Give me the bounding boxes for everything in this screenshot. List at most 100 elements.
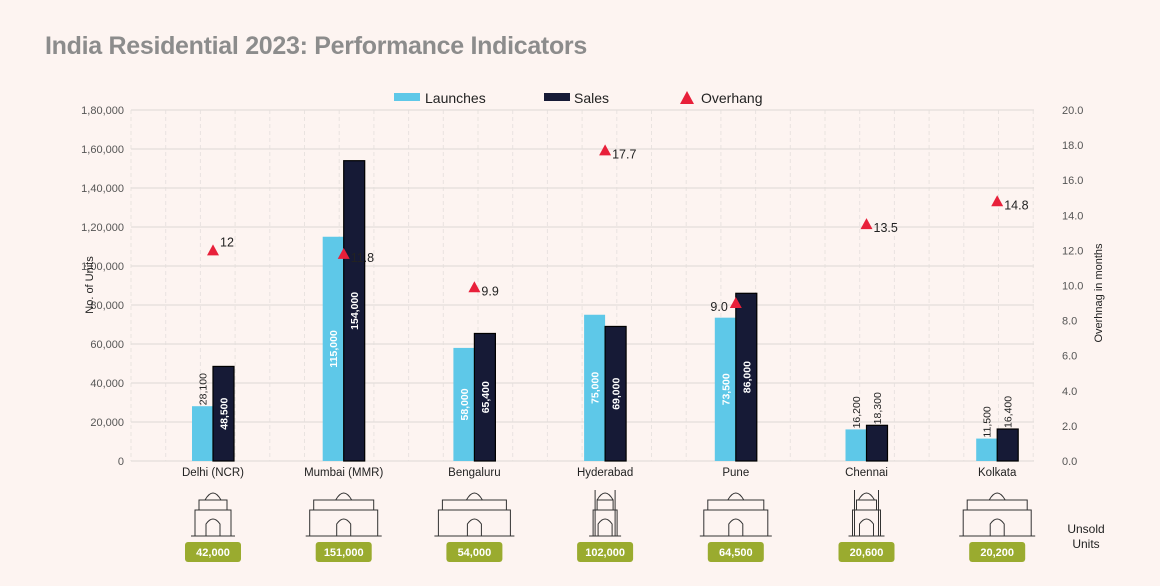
gateway-of-india-icon — [305, 492, 382, 537]
y-tick-label: 1,00,000 — [81, 261, 124, 273]
unsold-badge — [577, 542, 634, 562]
vidhana-soudha-icon — [434, 492, 515, 537]
unsold-label: Unsold — [1067, 522, 1104, 536]
chart-title: India Residential 2023: Performance Indi… — [45, 32, 587, 60]
bar-launches — [845, 429, 867, 461]
bar-launches — [976, 438, 998, 461]
icon-arch — [728, 518, 744, 536]
y2-tick-label: 0.0 — [1062, 456, 1077, 468]
icon-body — [309, 509, 379, 537]
category-label: Pune — [722, 467, 749, 479]
category-label: Chennai — [845, 467, 888, 479]
bar-label-launches: 73,500 — [720, 373, 732, 405]
bar-launches — [584, 314, 606, 461]
bar-label-sales: 154,000 — [349, 292, 361, 330]
overhang-label: 14.8 — [1004, 198, 1028, 212]
y2-tick-label: 10.0 — [1062, 281, 1083, 293]
y-tick-label: 1,60,000 — [81, 144, 124, 156]
category-label: Bengaluru — [448, 467, 500, 479]
bar-sales — [996, 428, 1019, 462]
icon-upper — [313, 499, 375, 511]
y-tick-label: 0 — [118, 456, 124, 468]
y2-tick-label: 18.0 — [1062, 140, 1083, 152]
y-tick-label: 1,20,000 — [81, 222, 124, 234]
icon-arch — [989, 518, 1005, 536]
y-tick-label: 80,000 — [90, 300, 124, 312]
bar-label-launches: 16,200 — [851, 396, 863, 428]
unsold-value: 54,000 — [458, 547, 492, 559]
icon-dome — [858, 492, 875, 501]
icon-upper — [707, 499, 765, 511]
icon-upper — [596, 499, 614, 511]
unsold-value: 20,200 — [980, 547, 1014, 559]
bar-launches — [192, 406, 213, 461]
bar-sales — [735, 292, 758, 462]
icon-dome — [465, 492, 483, 501]
overhang-label: 9.9 — [481, 284, 498, 298]
icon-arch — [336, 518, 352, 536]
icon-arch — [859, 518, 874, 536]
icon-body — [592, 509, 618, 537]
legend-marker-overhang — [680, 91, 694, 104]
bar-label-launches: 11,500 — [982, 406, 994, 437]
category-label: Hyderabad — [577, 467, 633, 479]
overhang-marker — [729, 297, 742, 309]
y2-tick-label: 12.0 — [1062, 245, 1083, 257]
overhang-marker — [207, 244, 219, 256]
icon-dome — [204, 492, 222, 501]
bar-label-sales: 86,000 — [741, 361, 753, 393]
icon-body — [962, 509, 1032, 537]
legend-label-sales: Sales — [574, 90, 609, 106]
unsold-value: 42,000 — [196, 547, 230, 559]
bar-label-sales: 18,300 — [872, 392, 884, 424]
bar-label-sales: 69,000 — [611, 378, 623, 410]
overhang-label: 11.8 — [351, 251, 374, 265]
bar-sales — [212, 365, 235, 462]
chennai-central-icon — [848, 490, 885, 537]
unsold-value: 151,000 — [324, 547, 364, 559]
y-tick-label: 20,000 — [90, 417, 124, 429]
icon-body — [703, 509, 769, 537]
icon-dome — [988, 492, 1006, 501]
unsold-value: 102,000 — [585, 547, 625, 559]
india-gate-icon — [191, 492, 235, 537]
icon-body — [194, 509, 232, 537]
overhang-marker — [991, 195, 1004, 207]
icon-body — [852, 509, 881, 537]
unsold-badge — [446, 542, 503, 562]
unsold-badge — [185, 542, 241, 562]
unsold-badge — [315, 542, 372, 562]
icon-arch — [466, 518, 482, 536]
overhang-label: 9.0 — [710, 300, 727, 314]
bar-label-sales: 48,500 — [219, 397, 231, 429]
bar-label-launches: 58,000 — [459, 388, 471, 420]
bar-sales — [865, 424, 889, 462]
category-label: Delhi (NCR) — [182, 467, 244, 479]
bar-label-sales: 65,400 — [480, 381, 492, 413]
shaniwar-wada-icon — [699, 492, 772, 537]
y-tick-label: 40,000 — [90, 378, 124, 390]
icon-dome — [335, 492, 353, 501]
charminar-icon — [589, 490, 622, 537]
unsold-value: 20,600 — [850, 547, 884, 559]
y2-tick-label: 2.0 — [1062, 421, 1077, 433]
y2-axis-label: Overhnag in months — [1093, 243, 1105, 343]
y2-tick-label: 8.0 — [1062, 316, 1077, 328]
icon-upper — [198, 499, 228, 511]
category-label: Mumbai (MMR) — [304, 467, 383, 479]
unsold-label: Units — [1072, 537, 1099, 551]
bar-launches — [714, 317, 736, 461]
unsold-badge — [969, 542, 1026, 562]
category-label: Kolkata — [978, 467, 1017, 479]
y2-tick-label: 4.0 — [1062, 386, 1077, 398]
bar-label-launches: 75,000 — [590, 372, 602, 404]
overhang-label: 12 — [220, 235, 234, 249]
unsold-value: 64,500 — [719, 547, 753, 559]
icon-arch — [597, 518, 613, 536]
y-axis-label: No. of Units — [84, 256, 96, 314]
y2-tick-label: 14.0 — [1062, 210, 1083, 222]
y2-tick-label: 6.0 — [1062, 351, 1077, 363]
bar-label-sales: 16,400 — [1003, 396, 1015, 428]
icon-upper — [966, 499, 1028, 511]
overhang-marker — [468, 281, 481, 293]
